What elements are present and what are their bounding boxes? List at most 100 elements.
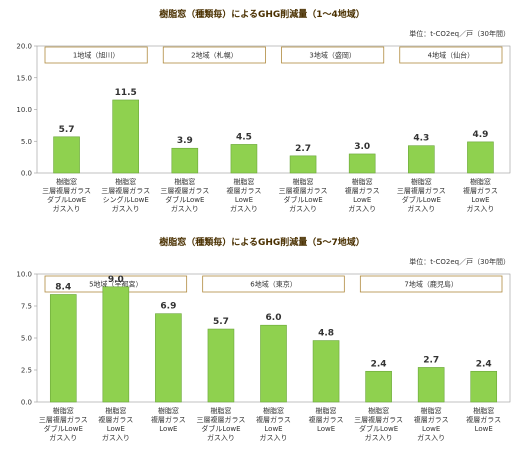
- bar: [102, 286, 130, 403]
- bar-value-label: 2.7: [295, 144, 311, 154]
- category-label-line: シングルLowE: [103, 195, 149, 204]
- unit-label: 単位：t-CO2eq／戸（30年間）: [409, 257, 510, 266]
- y-tick-label: 15.0: [16, 74, 32, 82]
- category-label-line: ガス入り: [407, 204, 435, 213]
- bar: [312, 340, 340, 403]
- category-label-line: 樹脂窓: [210, 406, 231, 415]
- region-label: 6地域（東京）: [250, 280, 296, 289]
- category-label-line: LowE: [235, 196, 253, 204]
- category-label-line: LowE: [353, 196, 371, 204]
- category-label-line: 複層ガラス: [309, 415, 344, 424]
- bar-value-label: 2.4: [476, 359, 492, 369]
- category-label-line: 樹脂窓: [158, 406, 179, 415]
- bar-value-label: 11.5: [115, 88, 137, 98]
- bar: [112, 99, 139, 174]
- bar-value-label: 4.3: [413, 134, 429, 144]
- bar: [230, 144, 258, 174]
- category-label-line: ガス入り: [53, 204, 81, 213]
- bar-value-label: 4.8: [318, 329, 334, 339]
- y-tick-label: 5.0: [21, 138, 32, 146]
- category-label-line: 複層ガラス: [151, 415, 186, 424]
- bar: [467, 141, 494, 174]
- category-label-line: ダブルLowE: [283, 195, 322, 204]
- category-label-line: 樹脂窓: [105, 406, 126, 415]
- category-label-line: 複層ガラス: [466, 415, 501, 424]
- bar: [365, 370, 392, 403]
- bar-value-label: 3.0: [354, 142, 370, 152]
- bar: [171, 147, 199, 174]
- category-label-line: 樹脂窓: [174, 177, 195, 186]
- category-label-line: ガス入り: [365, 433, 393, 442]
- category-label-line: ダブルLowE: [165, 195, 204, 204]
- category-label-line: 複層ガラス: [256, 415, 291, 424]
- category-label-line: ガス入り: [171, 204, 199, 213]
- region-label: 2地域（札幌）: [191, 51, 237, 60]
- category-label-line: ダブルLowE: [47, 195, 86, 204]
- category-label-line: ガス入り: [112, 204, 140, 213]
- category-label-line: 樹脂窓: [473, 406, 494, 415]
- category-label-line: 樹脂窓: [56, 177, 77, 186]
- category-label-line: ガス入り: [348, 204, 376, 213]
- bar: [49, 294, 77, 403]
- region-box: [359, 275, 503, 293]
- category-label-line: 三層複層ガラス: [42, 186, 91, 195]
- category-label-line: 三層複層ガラス: [160, 186, 209, 195]
- category-label-line: LowE: [422, 425, 440, 433]
- category-label-line: 樹脂窓: [233, 177, 254, 186]
- region-box: [202, 275, 345, 293]
- category-label-line: ダブルLowE: [44, 424, 83, 433]
- y-tick-label: 0.0: [21, 399, 32, 407]
- bar-value-label: 2.4: [371, 359, 387, 369]
- category-label-line: 樹脂窓: [115, 177, 136, 186]
- bar-value-label: 4.9: [472, 130, 488, 140]
- category-label-line: ダブルLowE: [201, 424, 240, 433]
- region-box: [44, 46, 148, 64]
- category-label-line: 複層ガラス: [227, 186, 262, 195]
- category-label-line: LowE: [107, 425, 125, 433]
- category-label-line: ガス入り: [417, 433, 445, 442]
- bar-value-label: 4.5: [236, 132, 252, 142]
- bar: [53, 136, 80, 174]
- category-label-line: 三層複層ガラス: [197, 415, 246, 424]
- bar-value-label: 3.9: [177, 136, 193, 146]
- y-tick-label: 5.0: [21, 335, 32, 343]
- category-label-line: 複層ガラス: [345, 186, 380, 195]
- bar: [260, 324, 287, 403]
- chart-2: 樹脂窓（種類毎）によるGHG削減量（5～7地域） 単位：t-CO2eq／戸（30年…: [16, 236, 511, 442]
- region-label: 7地域（鹿児島）: [404, 280, 457, 289]
- category-label-line: ダブルLowE: [359, 424, 398, 433]
- region-label: 1地域（旭川）: [73, 51, 119, 60]
- category-label-line: 複層ガラス: [98, 415, 133, 424]
- category-label-line: 樹脂窓: [411, 177, 432, 186]
- category-label-line: ダブルLowE: [402, 195, 441, 204]
- region-label: 5地域（宇都宮）: [89, 280, 142, 289]
- bar-value-label: 9.0: [108, 275, 124, 285]
- category-label-line: 三層複層ガラス: [279, 186, 328, 195]
- y-tick-label: 0.0: [21, 170, 32, 178]
- category-label-line: 樹脂窓: [263, 406, 284, 415]
- region-box: [162, 46, 266, 64]
- y-tick-label: 7.5: [21, 303, 32, 311]
- category-label-line: 樹脂窓: [368, 406, 389, 415]
- category-label-line: 複層ガラス: [463, 186, 498, 195]
- region-box: [399, 46, 503, 64]
- category-label-line: 樹脂窓: [53, 406, 74, 415]
- plot-frame: [36, 45, 511, 174]
- category-label-line: LowE: [159, 425, 177, 433]
- y-tick-label: 20.0: [16, 43, 32, 51]
- category-label-line: 三層複層ガラス: [101, 186, 150, 195]
- bar: [155, 313, 182, 403]
- bar-value-label: 5.7: [213, 317, 229, 327]
